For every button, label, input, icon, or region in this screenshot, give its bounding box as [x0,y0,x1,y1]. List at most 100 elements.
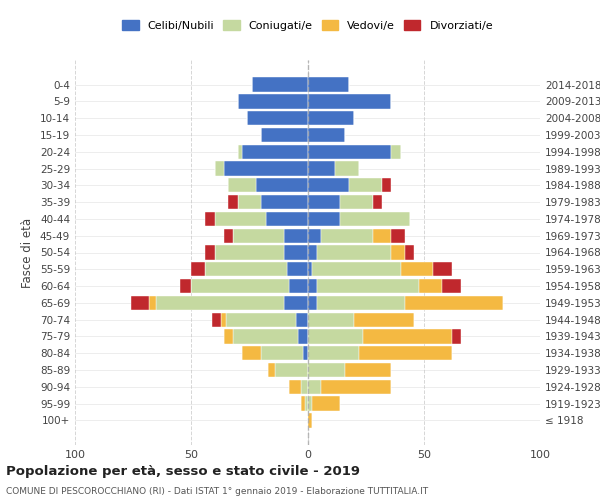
Bar [131,296,149,310]
Bar [391,228,405,243]
Bar [247,111,308,126]
Bar [308,162,335,175]
Bar [289,279,308,293]
Bar [322,228,373,243]
Bar [284,246,308,260]
Bar [308,413,312,428]
Bar [433,262,452,276]
Bar [284,296,308,310]
Bar [419,279,442,293]
Bar [298,330,308,344]
Bar [205,262,287,276]
Bar [233,330,298,344]
Bar [308,346,359,360]
Bar [212,312,221,327]
Bar [344,363,391,377]
Bar [308,312,354,327]
Bar [301,396,305,410]
Bar [303,346,308,360]
Bar [238,144,242,159]
Y-axis label: Fasce di età: Fasce di età [22,218,34,288]
Bar [308,380,322,394]
Bar [312,262,401,276]
Bar [215,162,224,175]
Bar [391,246,405,260]
Bar [261,195,308,210]
Bar [442,279,461,293]
Bar [242,346,261,360]
Bar [317,296,405,310]
Bar [308,262,312,276]
Text: COMUNE DI PESCOROCCHIANO (RI) - Dati ISTAT 1° gennaio 2019 - Elaborazione TUTTIT: COMUNE DI PESCOROCCHIANO (RI) - Dati IST… [6,488,428,496]
Bar [233,228,284,243]
Bar [296,312,308,327]
Bar [268,363,275,377]
Bar [308,396,312,410]
Bar [191,279,289,293]
Bar [238,195,261,210]
Bar [229,178,256,192]
Bar [312,396,340,410]
Bar [252,78,308,92]
Bar [308,363,344,377]
Bar [179,279,191,293]
Bar [308,94,391,108]
Bar [221,312,226,327]
Bar [266,212,308,226]
Bar [322,380,391,394]
Bar [308,212,340,226]
Bar [405,296,503,310]
Bar [229,195,238,210]
Bar [305,396,308,410]
Bar [308,296,317,310]
Bar [226,312,296,327]
Bar [224,228,233,243]
Bar [354,312,415,327]
Bar [301,380,308,394]
Bar [289,380,301,394]
Bar [205,212,215,226]
Bar [308,178,349,192]
Bar [308,128,344,142]
Bar [215,246,284,260]
Bar [340,212,410,226]
Bar [401,262,433,276]
Bar [157,296,284,310]
Bar [349,178,382,192]
Bar [308,195,340,210]
Bar [284,228,308,243]
Bar [224,162,308,175]
Bar [308,111,354,126]
Bar [359,346,452,360]
Bar [275,363,308,377]
Bar [373,195,382,210]
Bar [373,228,391,243]
Bar [308,78,349,92]
Bar [261,128,308,142]
Bar [382,178,391,192]
Bar [317,279,419,293]
Bar [308,246,317,260]
Legend: Celibi/Nubili, Coniugati/e, Vedovi/e, Divorziati/e: Celibi/Nubili, Coniugati/e, Vedovi/e, Di… [118,16,497,35]
Bar [287,262,308,276]
Bar [242,144,308,159]
Bar [335,162,359,175]
Bar [308,144,391,159]
Bar [391,144,401,159]
Bar [317,246,391,260]
Bar [308,228,322,243]
Bar [308,279,317,293]
Bar [340,195,373,210]
Bar [256,178,308,192]
Bar [364,330,452,344]
Bar [238,94,308,108]
Bar [261,346,303,360]
Bar [224,330,233,344]
Bar [149,296,157,310]
Bar [205,246,215,260]
Text: Popolazione per età, sesso e stato civile - 2019: Popolazione per età, sesso e stato civil… [6,465,360,478]
Bar [405,246,415,260]
Bar [452,330,461,344]
Bar [191,262,205,276]
Bar [308,330,364,344]
